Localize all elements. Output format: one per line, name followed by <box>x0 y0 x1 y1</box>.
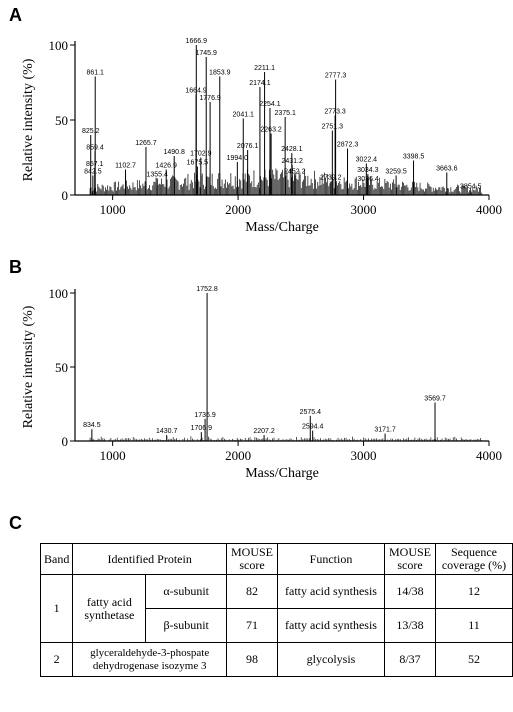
protein-identification-table: Band Identified Protein MOUSE score Func… <box>39 543 513 677</box>
y-axis-label: Relative intensity (%) <box>21 305 36 428</box>
table-row: β-subunit 71 fatty acid synthesis 13/38 … <box>41 608 513 643</box>
y-tick-label: 0 <box>62 434 69 449</box>
peak-label: 3022.4 <box>356 157 378 164</box>
table-row: 2 glyceraldehyde-3-phospate dehydrogenas… <box>39 642 513 677</box>
y-axis-label: Relative intensity (%) <box>21 58 36 181</box>
cell-subunit: β-subunit <box>145 608 227 643</box>
peak-label: 3036.4 <box>357 176 379 183</box>
cell-function: fatty acid synthesis <box>277 608 385 643</box>
x-tick-label: 1000 <box>100 202 126 217</box>
peak-label: 1666.9 <box>186 38 208 45</box>
cell-mouse-score: 71 <box>226 608 278 643</box>
header-sequence-coverage: Sequence coverage (%) <box>435 543 513 575</box>
peak-label: 2751.3 <box>322 124 344 131</box>
peak-label: 825.2 <box>82 128 100 135</box>
peak-label: 3569.7 <box>424 396 446 403</box>
panel-label-a: A <box>9 5 22 25</box>
peak-label: 2076.1 <box>237 143 259 150</box>
peak-label: 2872.3 <box>337 142 359 149</box>
x-tick-label: 1000 <box>100 448 126 463</box>
panel-label-b: B <box>9 257 22 277</box>
header-mouse-score-2: MOUSE score <box>384 543 436 575</box>
x-tick-label: 4000 <box>476 448 502 463</box>
cell-function: glycolysis <box>277 642 385 677</box>
peak-label: 2594.4 <box>302 424 324 431</box>
x-tick-label: 3000 <box>351 202 377 217</box>
cell-coverage: 11 <box>435 608 513 643</box>
header-identified-protein: Identified Protein <box>72 543 227 575</box>
cell-mouse-score: 82 <box>226 574 278 609</box>
table-header-row: Band Identified Protein MOUSE score Func… <box>39 543 513 575</box>
x-axis-label: Mass/Charge <box>245 220 319 235</box>
peak-label: 1490.8 <box>163 149 185 156</box>
peak-label: 3034.3 <box>357 167 379 174</box>
cell-ratio: 8/37 <box>384 642 436 677</box>
spectrum-chart-b: 834.5 1430.7 1706.9 1736.9 1752.8 2207.2 2575.… <box>21 286 502 481</box>
cell-ratio: 13/38 <box>384 608 436 643</box>
peak-label: 1355.4 <box>147 172 169 179</box>
table-row: 1 fatty acid synthetase α-subunit 82 fat… <box>39 574 513 643</box>
peak-label: 3663.6 <box>436 166 458 173</box>
peak-label: 1853.9 <box>209 70 231 77</box>
header-mouse-score: MOUSE score <box>226 543 278 575</box>
peak-label: 1265.7 <box>135 140 157 147</box>
cell-ratio: 14/38 <box>384 574 436 609</box>
peak-label: 1736.9 <box>194 412 216 419</box>
peak-label: 1702.9 <box>190 151 212 158</box>
y-tick-label: 100 <box>49 38 69 53</box>
x-axis-label: Mass/Charge <box>245 466 319 481</box>
peak-label: 3171.7 <box>374 427 396 434</box>
peak-label: 1776.9 <box>199 95 221 102</box>
peak-label: 2431.2 <box>281 158 303 165</box>
y-tick-label: 50 <box>55 113 68 128</box>
peak-label: 1994.0 <box>227 155 249 162</box>
x-tick-label: 2000 <box>225 448 251 463</box>
peak-label: 2575.4 <box>300 409 322 416</box>
peak-label: 1102.7 <box>115 163 136 170</box>
cell-coverage: 52 <box>435 642 513 677</box>
y-tick-label: 0 <box>62 188 69 203</box>
peak-label: 1426.9 <box>155 163 177 170</box>
cell-band: 2 <box>39 642 74 677</box>
panel-label-c: C <box>9 513 22 533</box>
header-band: Band <box>39 543 74 575</box>
x-tick-label: 3000 <box>351 448 377 463</box>
cell-coverage: 12 <box>435 574 513 609</box>
cell-band: 1 <box>39 574 74 643</box>
peak-label: 1675.5 <box>187 160 209 167</box>
spectrum-chart-a: 842.5857.1859.4825.2861.11102.71265.7135… <box>21 38 502 235</box>
x-tick-label: 2000 <box>225 202 251 217</box>
x-tick-label: 4000 <box>476 202 502 217</box>
peak-label: 2211.1 <box>254 65 275 72</box>
cell-subunit: α-subunit <box>145 574 227 609</box>
peak-label: 2428.1 <box>281 146 303 153</box>
peak-label: 1430.7 <box>156 428 178 435</box>
peak-label: 3398.5 <box>403 154 425 161</box>
peak-label: 1752.8 <box>196 286 218 293</box>
peak-label: 2452.2 <box>284 169 306 176</box>
peak-label: 2254.1 <box>259 101 281 108</box>
y-tick-label: 50 <box>55 360 68 375</box>
peak-label: 1706.9 <box>191 425 213 432</box>
cell-mouse-score: 98 <box>226 642 278 677</box>
peak-label: 2375.1 <box>274 110 296 117</box>
peak-label: 3854.5 <box>460 184 482 191</box>
peak-label: 3259.5 <box>385 169 407 176</box>
peak-label: 842.5 <box>84 169 102 176</box>
cell-protein: glyceraldehyde-3-phospate dehydrogenase … <box>72 642 227 677</box>
peak-label: 2263.2 <box>260 127 282 134</box>
peak-label: 861.1 <box>86 70 104 77</box>
peak-label: 1745.9 <box>196 50 218 57</box>
peak-label: 2739.2 <box>320 175 342 182</box>
cell-protein: fatty acid synthetase <box>72 574 147 643</box>
peak-label: 2174.1 <box>249 80 271 87</box>
peak-label: 834.5 <box>83 422 101 429</box>
cell-function: fatty acid synthesis <box>277 574 385 609</box>
peak-label: 2777.3 <box>325 73 347 80</box>
y-tick-label: 100 <box>49 286 69 301</box>
header-function: Function <box>277 543 385 575</box>
peak-label: 2207.2 <box>253 428 275 435</box>
peak-label: 2041.1 <box>233 112 255 119</box>
